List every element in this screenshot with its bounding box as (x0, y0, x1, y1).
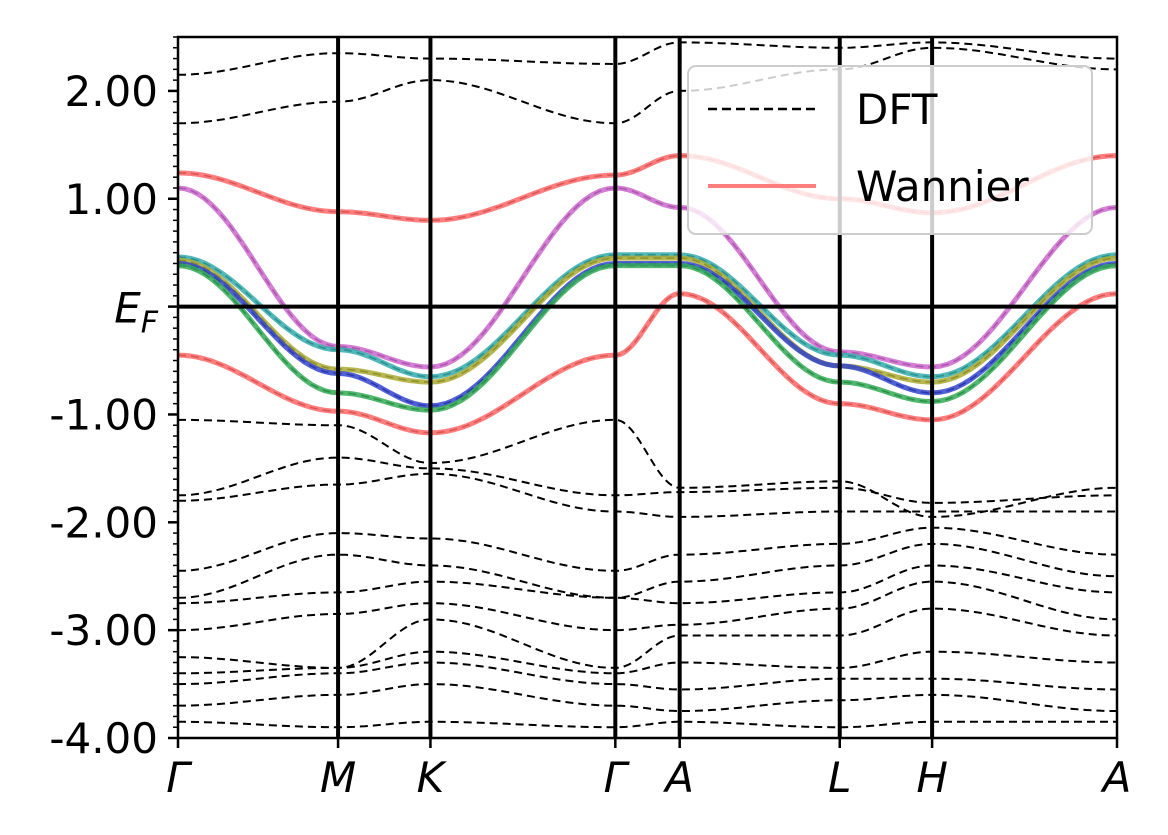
x-tick-label: K (417, 753, 448, 802)
x-tick-label: M (320, 753, 356, 802)
wannier-band-3 (178, 255, 1117, 385)
wannier-band-5 (178, 263, 1117, 413)
y-axis: -4.00 -3.00 -2.00 -1.00 EF 1.00 2.00 (49, 36, 178, 763)
plot-area (176, 35, 1119, 740)
legend-dft-label: DFT (856, 85, 938, 134)
legend-box (687, 65, 1093, 235)
dft-band-4 (178, 472, 1117, 518)
dft-band-8 (178, 580, 1117, 632)
dft-band-2 (178, 418, 1117, 518)
dft-band-3 (178, 456, 1117, 504)
axes-frame (176, 35, 1119, 740)
dft-band-6 (178, 542, 1117, 599)
dft-band-5 (178, 526, 1117, 572)
legend-wannier-label: Wannier (856, 162, 1029, 211)
y-tick-label: -2.00 (49, 498, 158, 547)
dft-band-0 (178, 46, 1117, 125)
x-tick-label: Γ (166, 753, 193, 802)
y-tick-label: 1.00 (64, 175, 158, 224)
x-tick-label: A (662, 753, 694, 802)
dft-band-11 (178, 661, 1117, 691)
y-tick-label: -1.00 (49, 390, 158, 439)
dft-band-7 (178, 564, 1117, 605)
x-tick-label: H (916, 753, 948, 802)
legend: DFT Wannier (687, 65, 1093, 235)
wannier-band-6 (178, 291, 1117, 436)
y-tick-label-fermi: EF (114, 284, 159, 341)
y-tick-label: -4.00 (49, 714, 158, 763)
dft-band-13 (178, 720, 1117, 729)
x-tick-label: A (1100, 753, 1132, 802)
dft-band-1 (178, 41, 1117, 76)
wannier-band-1 (178, 185, 1117, 370)
y-tick-label: 2.00 (64, 67, 158, 116)
dft-band-10 (178, 650, 1117, 675)
y-tick-label: -3.00 (49, 606, 158, 655)
x-tick-label: Γ (604, 753, 631, 802)
x-tick-label: L (828, 753, 851, 802)
wannier-band-2 (178, 252, 1117, 380)
dft-band-9 (178, 607, 1117, 669)
dft-band-12 (178, 683, 1117, 712)
